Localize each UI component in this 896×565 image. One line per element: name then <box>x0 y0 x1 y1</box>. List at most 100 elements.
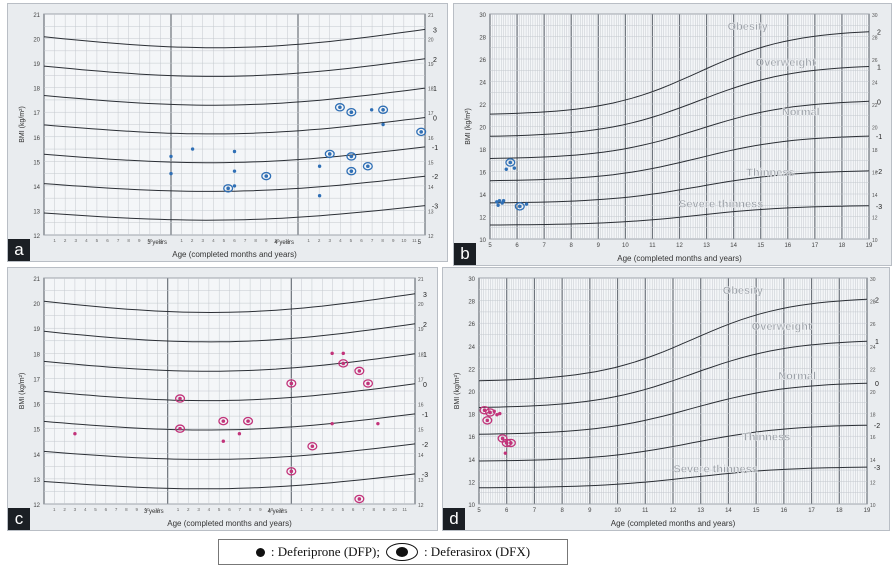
x-tick-label: 14 <box>725 508 732 514</box>
z-score-curve <box>489 31 870 115</box>
x-age-label: 3 years <box>147 240 167 246</box>
dfp-point <box>504 167 508 171</box>
dfp-point <box>503 451 508 455</box>
y-tick-label-right: 18 <box>428 87 434 93</box>
z-score-label: 3 <box>433 27 437 34</box>
y-tick-label: 14 <box>33 185 40 191</box>
y-tick-label: 10 <box>468 503 475 509</box>
x-tick-label: 8 <box>381 238 384 243</box>
dfx-point-center <box>366 381 370 386</box>
y-tick-label: 28 <box>468 300 475 306</box>
y-tick-label-right: 16 <box>870 435 876 441</box>
x-tick-label: 6 <box>505 508 509 514</box>
x-age-label: 4 years <box>268 509 288 515</box>
x-age-label: 3 years <box>144 509 164 515</box>
x-tick-label: 15 <box>753 508 760 514</box>
z-score-curve <box>478 382 868 435</box>
y-tick-label: 22 <box>468 367 475 373</box>
x-tick-label: 4 <box>208 507 211 512</box>
z-score-label: -3 <box>876 204 882 211</box>
dfx-point-center <box>264 174 269 178</box>
y-tick-label: 15 <box>33 160 40 166</box>
x-tick-label: 10 <box>614 508 621 514</box>
dfx-point <box>286 467 297 476</box>
z-score-curve <box>43 146 426 164</box>
x-tick-label: 7 <box>244 238 247 243</box>
y-tick-label-right: 24 <box>872 81 878 87</box>
category-label: Obesity <box>723 285 764 297</box>
dfx-point <box>338 359 349 368</box>
z-score-curve <box>43 323 416 343</box>
x-tick-label: 2 <box>311 507 314 512</box>
y-tick-label-right: 18 <box>872 148 878 154</box>
x-tick-label: 6 <box>233 238 236 243</box>
y-tick-label: 21 <box>33 277 40 283</box>
x-tick-label: 17 <box>812 243 819 249</box>
dfx-point-center <box>419 130 423 134</box>
x-tick-label: 7 <box>362 507 365 512</box>
x-tick-label: 10 <box>147 238 153 243</box>
x-tick-label: 2 <box>191 238 194 243</box>
dfp-point <box>341 351 345 356</box>
dfx-point <box>307 441 318 451</box>
z-score-curve <box>490 205 870 226</box>
x-tick-label: 6 <box>106 238 109 243</box>
z-score-label: -3 <box>422 472 428 479</box>
z-score-curve <box>43 473 416 490</box>
x-tick-label: 5 <box>96 238 99 243</box>
dfx-point <box>378 105 389 115</box>
z-score-curve <box>43 353 416 372</box>
category-label: Obesity <box>728 21 769 33</box>
dfp-legend-text: : Deferiprone (DFP); <box>270 544 380 559</box>
x-tick-label: 5 <box>223 238 226 243</box>
y-tick-label: 16 <box>468 435 475 441</box>
y-tick-label-right: 28 <box>870 300 876 306</box>
z-score-curve <box>43 117 426 135</box>
x-tick-label: 2 <box>187 507 190 512</box>
x-tick-label: 8 <box>125 507 128 512</box>
dfx-point-center <box>178 426 182 431</box>
y-tick-label-right: 13 <box>428 209 434 215</box>
z-score-curve <box>478 340 868 408</box>
x-tick-label: 10 <box>392 507 398 512</box>
dfx-point <box>174 394 186 403</box>
x-tick-label: 5 <box>342 507 345 512</box>
y-tick-label-right: 26 <box>870 322 876 328</box>
x-tick-label: 5 <box>94 507 97 512</box>
y-axis-label: BMI (kg/m²) <box>19 373 26 410</box>
dfx-point-center <box>289 469 294 474</box>
z-score-label: 2 <box>423 322 427 329</box>
x-tick-label: 6 <box>352 507 355 512</box>
x-tick-label: 9 <box>597 243 601 249</box>
z-score-curve <box>43 413 416 431</box>
x-tick-label: 18 <box>836 508 843 514</box>
z-score-curve <box>478 466 868 489</box>
dfx-point-center <box>341 361 346 366</box>
x-tick-label: 18 <box>839 243 846 249</box>
y-tick-label: 30 <box>468 277 475 283</box>
x-tick-label: 19 <box>866 243 873 249</box>
x-tick-label: 17 <box>808 508 815 514</box>
y-tick-label: 22 <box>479 103 486 109</box>
x-tick-label: 10 <box>622 243 629 249</box>
y-tick-label-right: 18 <box>418 352 424 358</box>
x-tick-label: 16 <box>781 508 788 514</box>
x-axis-label: Age (completed months and years) <box>617 254 742 263</box>
y-tick-label: 14 <box>479 193 486 199</box>
dfp-point <box>512 166 517 170</box>
z-score-label: -3 <box>432 204 438 211</box>
dfx-point-center <box>178 396 182 401</box>
dfp-point <box>376 421 380 426</box>
y-tick-label-right: 24 <box>870 345 876 351</box>
dfp-point <box>496 203 500 207</box>
x-tick-label: 11 <box>649 243 656 249</box>
dfx-point <box>346 152 357 161</box>
dfp-marker-icon <box>255 547 265 557</box>
x-tick-label: 1 <box>180 238 183 243</box>
dfx-point-center <box>517 204 522 209</box>
category-label: Severe thinness <box>679 199 763 211</box>
x-tick-label: 8 <box>249 507 252 512</box>
z-score-label: -2 <box>876 169 882 176</box>
dfx-point <box>416 127 427 137</box>
y-tick-label: 24 <box>479 81 486 87</box>
